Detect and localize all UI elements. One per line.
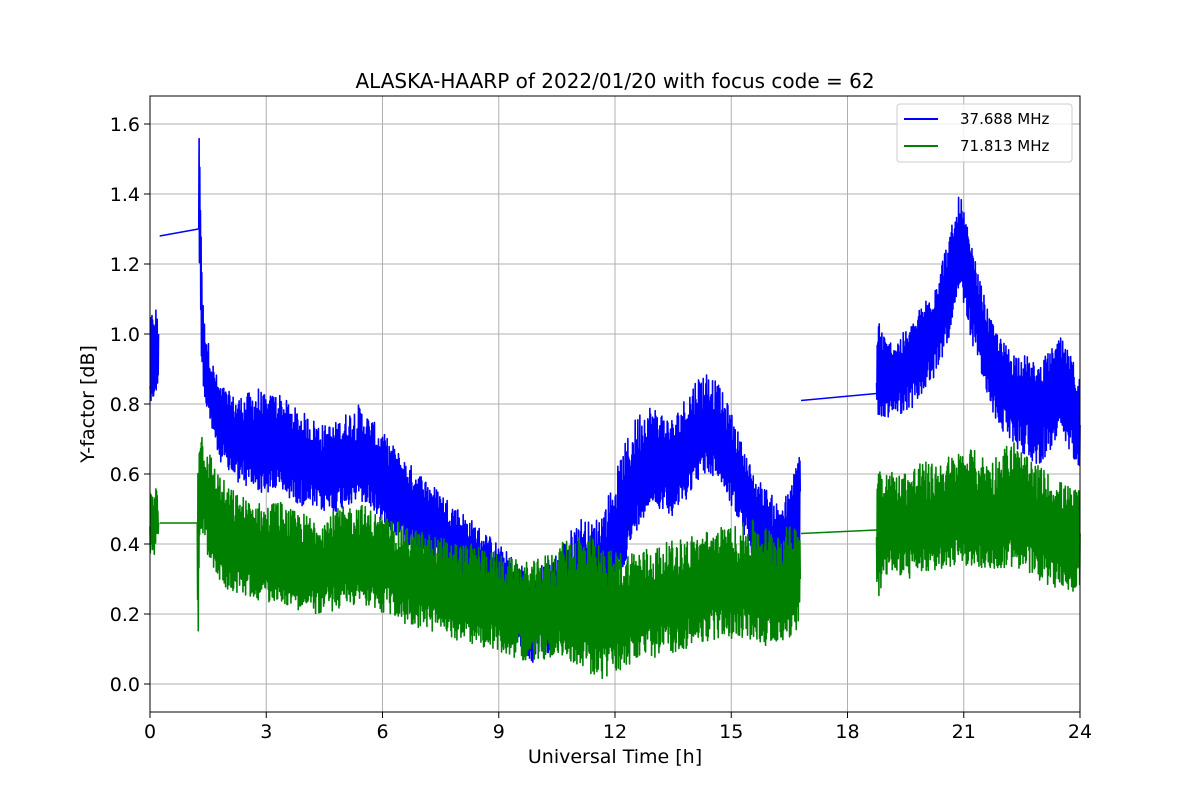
x-tick-label: 0 bbox=[144, 721, 156, 743]
y-tick-label: 0.8 bbox=[110, 394, 140, 416]
y-tick-label: 0.0 bbox=[110, 674, 140, 696]
x-tick-label: 24 bbox=[1068, 721, 1092, 743]
x-axis-label: Universal Time [h] bbox=[528, 746, 702, 768]
x-tick-label: 18 bbox=[835, 721, 859, 743]
legend: 37.688 MHz 71.813 MHz bbox=[896, 103, 1073, 163]
x-tick-label: 9 bbox=[493, 721, 505, 743]
x-tick-label: 21 bbox=[952, 721, 976, 743]
series-layer bbox=[149, 137, 1081, 680]
y-tick-label: 1.4 bbox=[110, 184, 140, 206]
series-71813-segment-2 bbox=[196, 436, 802, 680]
series-37688-segment-4 bbox=[875, 196, 1081, 467]
y-tick-label: 1.0 bbox=[110, 324, 140, 346]
series-71813 bbox=[149, 436, 1081, 680]
series-37688-segment-3 bbox=[800, 392, 877, 402]
y-tick-label: 0.4 bbox=[110, 534, 140, 556]
y-tick-label: 0.2 bbox=[110, 604, 140, 626]
y-axis-label: Y-factor [dB] bbox=[77, 345, 99, 464]
chart-title: ALASKA-HAARP of 2022/01/20 with focus co… bbox=[355, 69, 874, 93]
legend-box bbox=[896, 103, 1073, 163]
series-71813-segment-0 bbox=[149, 488, 160, 555]
legend-label-37688: 37.688 MHz bbox=[960, 110, 1049, 128]
y-tick-label: 0.6 bbox=[110, 464, 140, 486]
series-71813-segment-3 bbox=[800, 529, 877, 535]
x-tick-label: 6 bbox=[376, 721, 388, 743]
y-tick-label: 1.2 bbox=[110, 254, 140, 276]
series-37688-segment-1 bbox=[159, 228, 199, 237]
x-tick-label: 15 bbox=[719, 721, 743, 743]
y-tick-label: 1.6 bbox=[110, 114, 140, 136]
series-71813-segment-4 bbox=[875, 442, 1081, 597]
x-tick-label: 3 bbox=[260, 721, 272, 743]
series-37688-segment-0 bbox=[149, 309, 160, 402]
x-tick-label: 12 bbox=[603, 721, 627, 743]
legend-label-71813: 71.813 MHz bbox=[960, 137, 1049, 155]
tick-layer: 0 3 6 9 12 15 18 21 24 0.0 0.2 0.4 0.6 0.8 1.0 1.2 1.4 1.… bbox=[110, 114, 1092, 743]
